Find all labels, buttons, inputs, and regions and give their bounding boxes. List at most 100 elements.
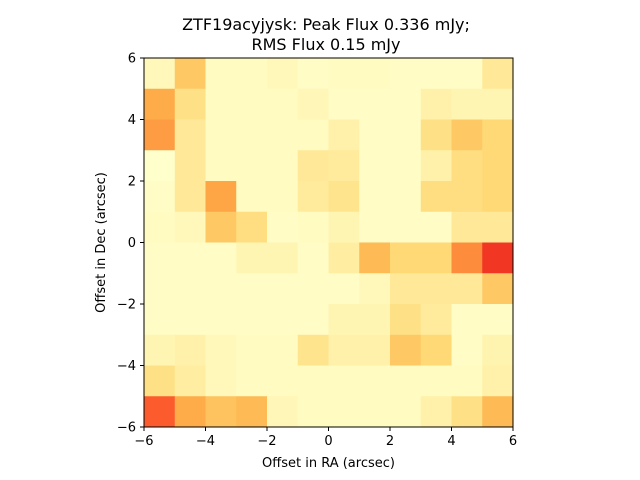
heatmap-cell: [236, 396, 268, 428]
heatmap-cell: [359, 365, 391, 397]
heatmap-cell: [451, 334, 483, 366]
heatmap-cell: [390, 396, 422, 428]
y-tick-label: −6: [117, 421, 136, 436]
heatmap-cell: [359, 396, 391, 428]
heatmap-cell: [328, 88, 360, 120]
heatmap-cell: [359, 88, 391, 120]
heatmap-cell: [328, 211, 360, 243]
heatmap-cell: [420, 58, 452, 90]
heatmap-cell: [297, 304, 329, 336]
heatmap-cell: [359, 58, 391, 90]
heatmap-cell: [328, 150, 360, 182]
heatmap-cell: [451, 119, 483, 151]
heatmap-cell: [236, 365, 268, 397]
heatmap-cell: [390, 58, 422, 90]
heatmap-cell: [420, 181, 452, 213]
heatmap-cell: [451, 88, 483, 120]
heatmap-cell: [174, 334, 206, 366]
heatmap-cell: [205, 150, 237, 182]
heatmap-cell: [482, 242, 514, 274]
heatmap-cell: [420, 119, 452, 151]
y-tick-label: 2: [128, 175, 136, 190]
heatmap-cell: [144, 58, 176, 90]
heatmap-cell: [144, 334, 176, 366]
heatmap-cell: [420, 88, 452, 120]
heatmap-cell: [390, 334, 422, 366]
heatmap-cell: [205, 181, 237, 213]
heatmap-cell: [420, 365, 452, 397]
heatmap-cell: [297, 58, 329, 90]
heatmap-cell: [144, 304, 176, 336]
x-tick-label: 2: [386, 434, 394, 449]
heatmap-cell: [451, 150, 483, 182]
heatmap-cell: [174, 242, 206, 274]
x-tick-label: −2: [257, 434, 276, 449]
heatmap-cell: [236, 304, 268, 336]
heatmap-cell: [236, 211, 268, 243]
heatmap-cell: [144, 242, 176, 274]
heatmap-cell: [267, 273, 299, 305]
heatmap-cell: [451, 211, 483, 243]
x-tick-label: 0: [324, 434, 332, 449]
heatmap-cell: [420, 242, 452, 274]
heatmap-cell: [144, 396, 176, 428]
y-axis-ticks: −6 −4 −2 0 2 4 6: [117, 52, 144, 436]
heatmap-cell: [174, 304, 206, 336]
heatmap-cell: [205, 58, 237, 90]
heatmap-cell: [144, 88, 176, 120]
heatmap-cell: [267, 242, 299, 274]
heatmap-cell: [328, 273, 360, 305]
heatmap-cell: [205, 365, 237, 397]
heatmap-cell: [144, 365, 176, 397]
heatmap-cell: [267, 181, 299, 213]
heatmap-cell: [482, 396, 514, 428]
heatmap-cell: [359, 211, 391, 243]
heatmap-cell: [390, 273, 422, 305]
heatmap-cell: [328, 365, 360, 397]
heatmap-cell: [390, 242, 422, 274]
heatmap-cell: [390, 88, 422, 120]
heatmap-cell: [451, 242, 483, 274]
heatmap-cell: [359, 242, 391, 274]
x-tick-label: −6: [134, 434, 153, 449]
heatmap-cell: [297, 396, 329, 428]
heatmap-cell: [144, 150, 176, 182]
heatmap-cell: [482, 88, 514, 120]
heatmap-cell: [297, 88, 329, 120]
y-axis-label: Offset in Dec (arcsec): [94, 172, 109, 313]
chart-title-line1: ZTF19acyjysk: Peak Flux 0.336 mJy;: [182, 15, 470, 34]
heatmap-cell: [451, 365, 483, 397]
heatmap-cell: [205, 119, 237, 151]
heatmap-cell: [420, 211, 452, 243]
heatmap-cell: [236, 119, 268, 151]
y-tick-label: 0: [128, 236, 136, 251]
heatmap-cell: [451, 304, 483, 336]
heatmap-cell: [390, 365, 422, 397]
heatmap-cell: [144, 119, 176, 151]
heatmap-cell: [236, 242, 268, 274]
heatmap-cell: [174, 365, 206, 397]
y-tick-label: −4: [117, 359, 136, 374]
heatmap-cell: [236, 334, 268, 366]
heatmap-cell: [144, 181, 176, 213]
heatmap-cell: [174, 396, 206, 428]
heatmap-cell: [174, 273, 206, 305]
x-tick-label: 6: [509, 434, 517, 449]
heatmap-cell: [267, 58, 299, 90]
heatmap-cell: [144, 211, 176, 243]
heatmap-cell: [297, 273, 329, 305]
heatmap-cell: [267, 396, 299, 428]
x-axis-label: Offset in RA (arcsec): [262, 456, 395, 471]
heatmap-cell: [482, 181, 514, 213]
heatmap-cell: [205, 211, 237, 243]
heatmap-cell: [482, 304, 514, 336]
heatmap-cell: [174, 211, 206, 243]
y-tick-label: 4: [128, 113, 136, 128]
heatmap-cell: [451, 273, 483, 305]
heatmap-cell: [297, 181, 329, 213]
heatmap-cell: [451, 58, 483, 90]
heatmap-cell: [482, 58, 514, 90]
heatmap-cell: [482, 119, 514, 151]
heatmap-cells: [144, 58, 514, 428]
heatmap-cell: [482, 211, 514, 243]
